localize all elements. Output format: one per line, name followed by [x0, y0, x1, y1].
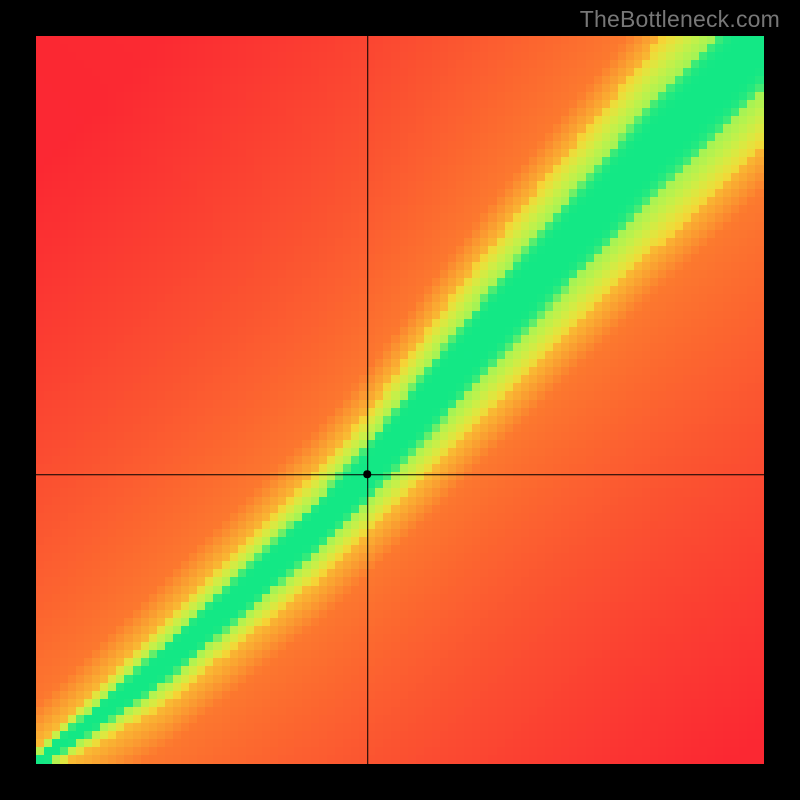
heatmap-canvas	[36, 36, 764, 764]
watermark-text: TheBottleneck.com	[580, 6, 780, 33]
heatmap-plot	[36, 36, 764, 764]
chart-container: TheBottleneck.com	[0, 0, 800, 800]
